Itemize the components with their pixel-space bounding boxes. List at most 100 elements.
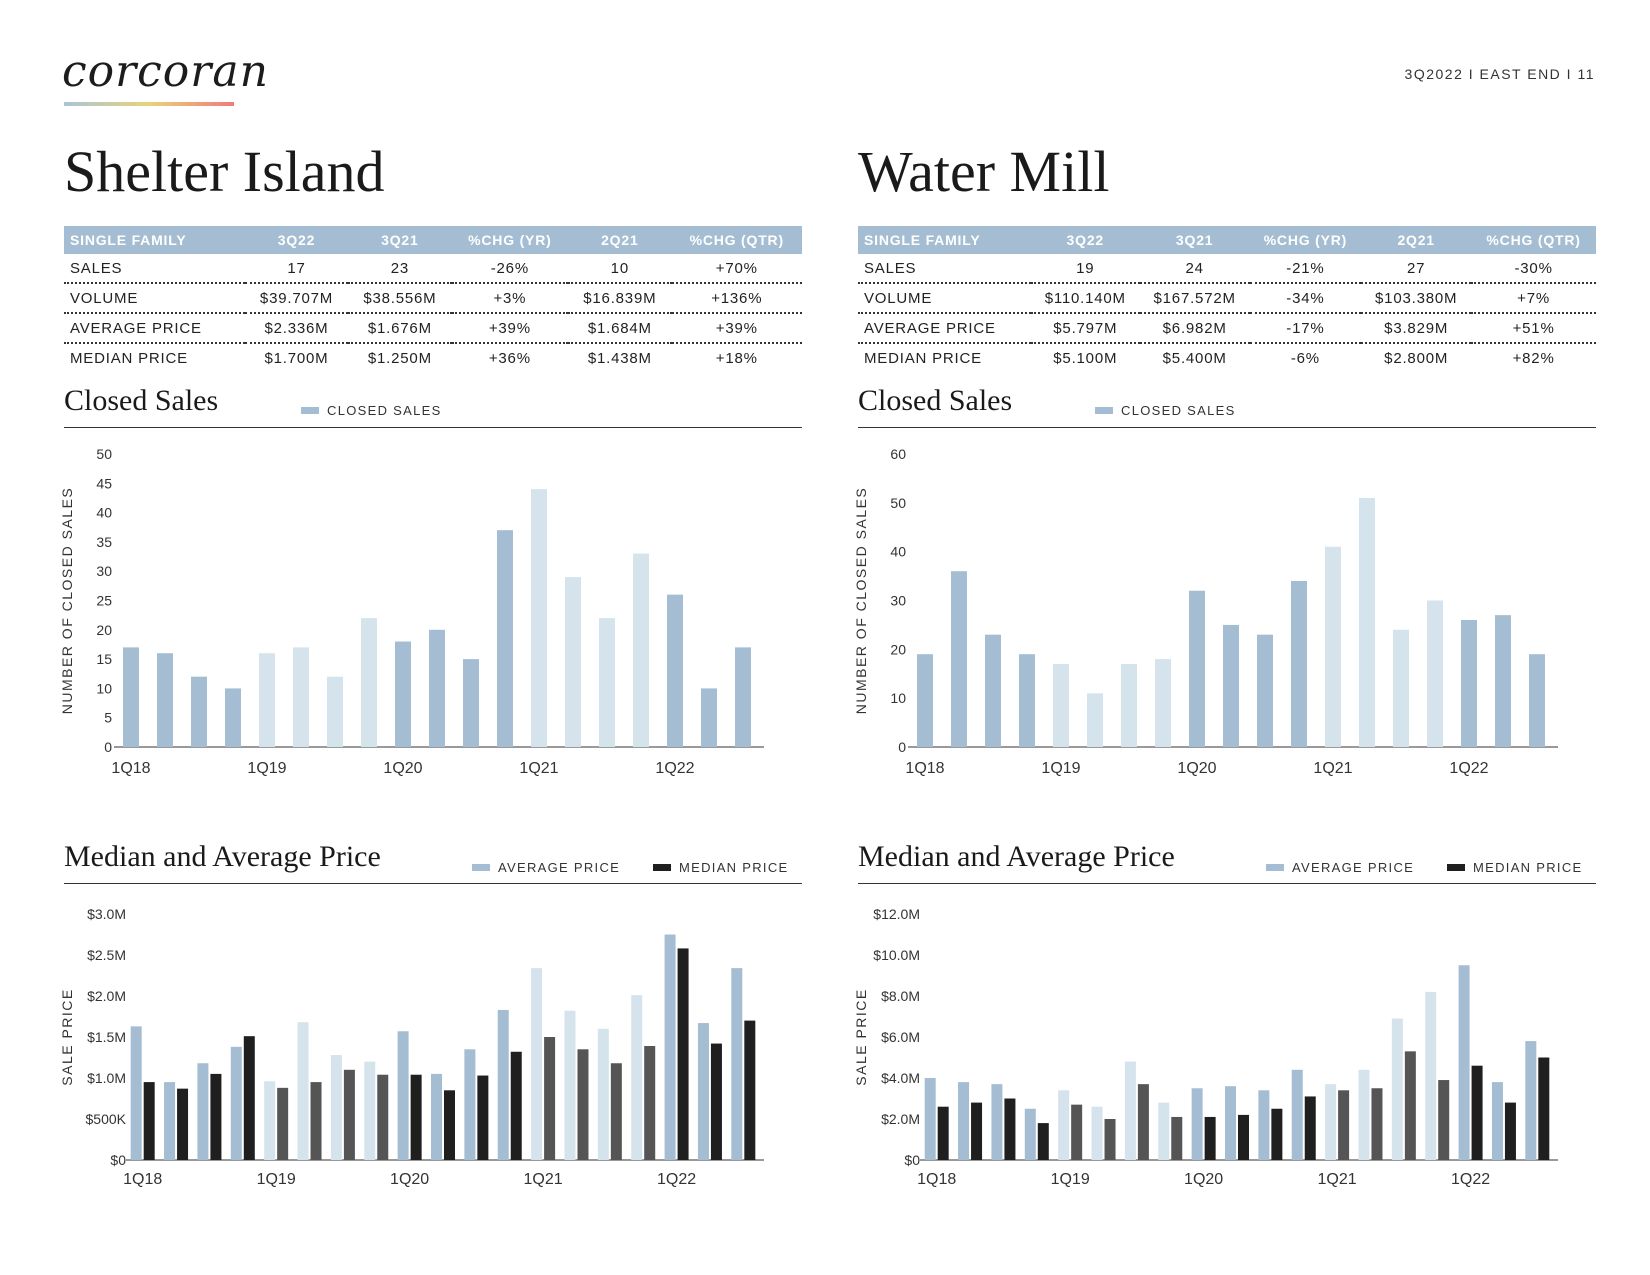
median-price-bar xyxy=(710,1043,722,1160)
average-price-bar xyxy=(197,1063,209,1160)
y-tick-label: $2.5M xyxy=(87,947,126,963)
legend-swatch xyxy=(1447,864,1465,871)
y-tick-label: 15 xyxy=(96,651,112,667)
table-cell: $1.700M xyxy=(264,349,329,367)
table-cell: 23 xyxy=(348,254,452,284)
median-price-bar xyxy=(1137,1084,1149,1160)
sales-bar xyxy=(463,659,479,747)
y-tick-label: 5 xyxy=(104,710,112,726)
page-reference: 3Q2022 I EAST END I 11 xyxy=(1404,66,1595,82)
y-tick-label: 10 xyxy=(890,690,906,706)
closed-sales-title: Closed Sales xyxy=(64,384,219,417)
table-cell: $2.336M xyxy=(244,313,349,344)
sales-bar xyxy=(293,647,309,747)
y-tick-label: $1.0M xyxy=(87,1070,126,1086)
table-cell: -6% xyxy=(1290,349,1320,367)
average-price-bar xyxy=(1258,1090,1270,1160)
sales-bar xyxy=(259,653,275,747)
x-tick-label: 1Q19 xyxy=(257,1171,296,1188)
median-price-bar xyxy=(444,1090,455,1160)
sales-bar xyxy=(917,654,933,747)
y-tick-label: 30 xyxy=(890,593,906,609)
table-cell: SALES xyxy=(858,254,1031,284)
sales-bar xyxy=(361,618,377,747)
median-price-bar xyxy=(1371,1088,1383,1160)
sales-bar xyxy=(565,577,581,747)
average-price-bar xyxy=(924,1078,936,1160)
legend-label: AVERAGE PRICE xyxy=(498,860,621,875)
table-cell: 27 xyxy=(1361,254,1472,284)
sales-bar xyxy=(531,489,547,747)
y-tick-label: 10 xyxy=(96,680,112,696)
table-row: VOLUME $110.140M $167.572M -34% $103.380… xyxy=(858,283,1596,314)
y-tick-label: 0 xyxy=(104,739,112,755)
table-cell: -30% xyxy=(1471,254,1596,284)
y-tick-label: 40 xyxy=(890,544,906,560)
median-price-bar xyxy=(177,1088,189,1160)
average-price-bar xyxy=(958,1082,970,1160)
average-price-bar xyxy=(497,1009,509,1160)
average-price-bar xyxy=(564,1010,576,1160)
table-row: AVERAGE PRICE $5.797M $6.982M -17% $3.82… xyxy=(858,313,1596,344)
average-price-bar xyxy=(464,1049,476,1160)
x-tick-label: 1Q18 xyxy=(917,1171,956,1188)
table-cell: $167.572M xyxy=(1139,283,1250,314)
header-cell: SINGLE FAMILY xyxy=(858,226,1031,254)
average-price-bar xyxy=(1058,1090,1070,1160)
header-cell: 2Q21 xyxy=(1361,226,1472,254)
x-tick-label: 1Q22 xyxy=(1451,1171,1490,1188)
table-cell: VOLUME xyxy=(858,283,1031,314)
sales-bar xyxy=(667,594,683,747)
table-cell: AVERAGE PRICE xyxy=(64,313,245,344)
table-cell: $6.982M xyxy=(1139,313,1250,344)
x-tick-label: 1Q22 xyxy=(655,760,694,777)
water-mill-closed-sales-chart: NUMBER OF CLOSED SALES 0 10 20 30 40 50 60 1Q18 1… xyxy=(853,446,1558,777)
header-cell: 3Q21 xyxy=(348,226,452,254)
water-mill-price-chart: SALE PRICE $0 $2.0M $4.0M $6.0M $8.0M $10.0M $1… xyxy=(853,906,1558,1188)
sales-bar xyxy=(1121,663,1137,747)
table-cell: +7% xyxy=(1471,283,1596,314)
average-price-bar xyxy=(731,968,743,1160)
y-tick-label: $0 xyxy=(904,1152,920,1168)
average-price-bar xyxy=(991,1084,1003,1160)
average-price-bar xyxy=(1425,991,1437,1160)
average-price-bar xyxy=(1458,965,1470,1160)
y-tick-label: $6.0M xyxy=(881,1029,920,1045)
table-cell: $1.438M xyxy=(587,349,652,367)
table-row: MEDIAN PRICE $1.700M $1.250M +36% $1.438… xyxy=(64,343,802,372)
legend-label: MEDIAN PRICE xyxy=(679,860,789,875)
median-price-bar xyxy=(1438,1080,1450,1160)
sales-bar xyxy=(429,629,445,747)
table-cell: MEDIAN PRICE xyxy=(864,349,982,367)
table-cell: $103.380M xyxy=(1361,283,1472,314)
median-price-bar xyxy=(477,1075,489,1160)
legend-swatch xyxy=(1095,407,1113,414)
sales-bar xyxy=(1359,497,1375,747)
table-cell: AVERAGE PRICE xyxy=(858,313,1031,344)
median-price-bar xyxy=(937,1106,949,1160)
table-cell: $5.400M xyxy=(1162,349,1227,367)
average-price-bar xyxy=(1491,1082,1503,1160)
sales-bar xyxy=(157,653,173,747)
y-tick-label: 45 xyxy=(96,475,112,491)
table-header-row: SINGLE FAMILY 3Q22 3Q21 %CHG (YR) 2Q21 %… xyxy=(858,226,1596,254)
x-tick-label: 1Q19 xyxy=(1041,760,1080,777)
sales-bar xyxy=(1257,634,1273,747)
average-price-bar xyxy=(164,1082,176,1160)
legend-label: CLOSED SALES xyxy=(327,403,442,418)
legend-label: MEDIAN PRICE xyxy=(1473,860,1583,875)
table-cell: $110.140M xyxy=(1030,283,1140,314)
x-tick-label: 1Q21 xyxy=(519,760,558,777)
y-tick-label: $10.0M xyxy=(873,947,920,963)
y-tick-label: $12.0M xyxy=(873,906,920,922)
sales-bar xyxy=(1427,600,1443,747)
sales-bar xyxy=(701,688,717,747)
sales-bar xyxy=(1325,546,1341,747)
average-price-bar xyxy=(1091,1106,1103,1160)
median-price-bar xyxy=(1338,1090,1350,1160)
sales-bar xyxy=(633,553,649,747)
header-cell: 3Q22 xyxy=(1030,226,1140,254)
y-tick-label: 0 xyxy=(898,739,906,755)
table-row: SALES 17 23 -26% 10 +70% xyxy=(64,254,802,284)
median-price-bar xyxy=(1037,1123,1049,1160)
